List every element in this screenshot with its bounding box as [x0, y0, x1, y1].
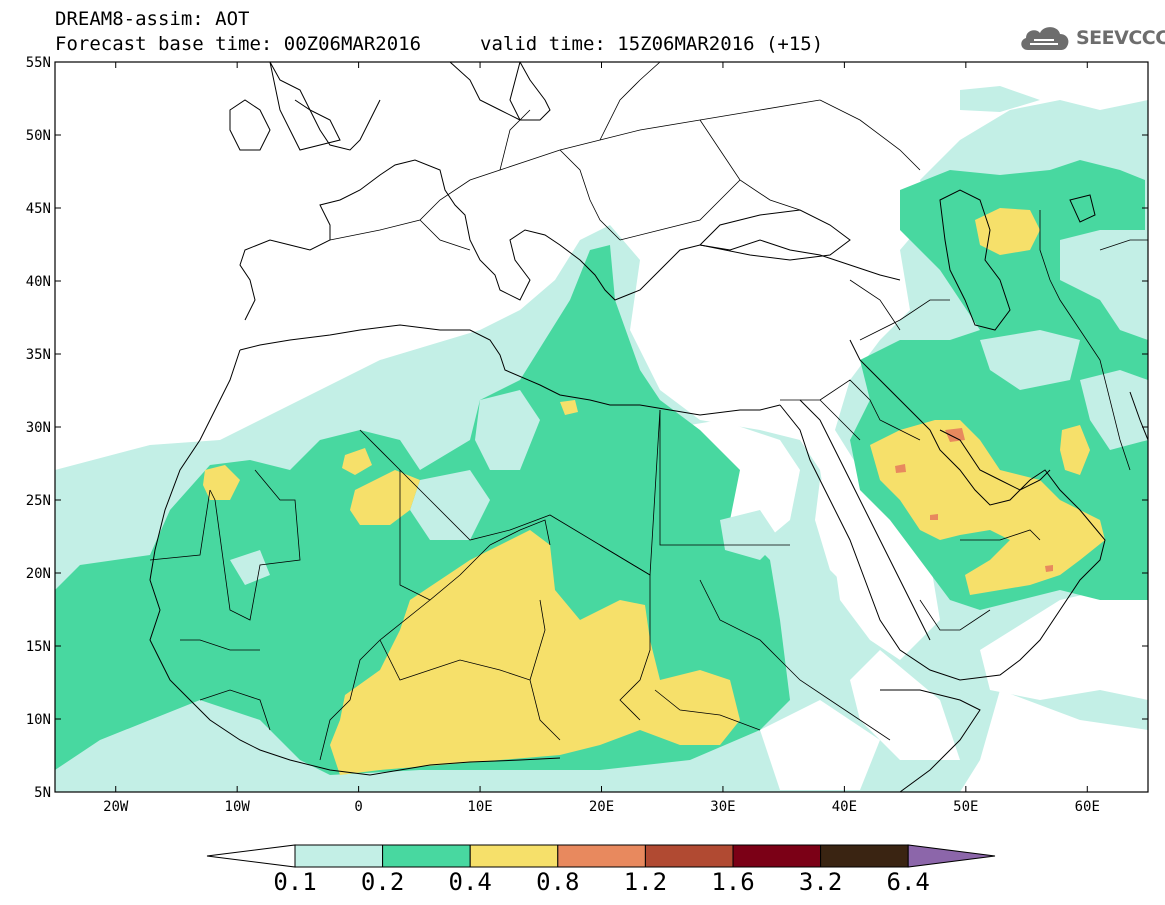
lon-tick-label: 50E [953, 799, 978, 815]
colorbar-swatch [820, 844, 909, 868]
colorbar-swatch [732, 844, 822, 868]
colorbar-swatch [382, 844, 471, 868]
latitude-axis: 55N 50N 45N 40N 35N 30N 25N 20N 15N 10N 5N [26, 55, 1148, 801]
valid-time: valid time: 15Z06MAR2016 (+15) [480, 33, 824, 55]
logo-text: SEEVCCC [1076, 27, 1165, 49]
colorbar-level-label: 0.4 [448, 868, 492, 896]
colorbar-level-label: 3.2 [798, 868, 843, 896]
lon-tick-label: 30E [710, 799, 735, 815]
map-title: DREAM8-assim: AOT [55, 8, 250, 30]
longitude-axis: 20W 10W 0 10E 20E 30E 40E 50E 60E [103, 62, 1100, 815]
lon-tick-label: 10E [467, 799, 492, 815]
lon-tick-label: 40E [832, 799, 857, 815]
lon-tick-label: 60E [1075, 799, 1100, 815]
lon-tick-label: 0 [354, 799, 362, 815]
lat-tick-label: 10N [26, 712, 51, 728]
lat-tick-label: 40N [26, 274, 51, 290]
lat-tick-label: 30N [26, 420, 51, 436]
colorbar-level-label: 0.8 [536, 868, 580, 896]
colorbar-level-label: 6.4 [886, 868, 930, 896]
colorbar-level-label: 1.2 [623, 868, 668, 896]
cloud-icon [1021, 27, 1069, 50]
colorbar-level-label: 0.1 [273, 868, 317, 896]
lon-tick-label: 20E [589, 799, 614, 815]
aot-level-0-8 [895, 428, 1053, 572]
colorbar-swatch [557, 844, 646, 868]
lat-tick-label: 55N [26, 55, 51, 71]
lat-tick-label: 20N [26, 566, 51, 582]
seevccc-logo: SEEVCCC [1018, 22, 1165, 54]
country-borders [149, 62, 1148, 761]
aot-shading [55, 86, 1148, 792]
lon-tick-label: 10W [225, 799, 251, 815]
lat-tick-label: 15N [26, 639, 51, 655]
lat-tick-label: 35N [26, 347, 51, 363]
aot-level-0-1-inner [230, 330, 1148, 585]
lat-tick-label: 45N [26, 201, 51, 217]
colorbar-swatch [469, 844, 559, 868]
colorbar-max-triangle [907, 844, 996, 868]
lat-tick-label: 5N [34, 785, 51, 801]
colorbar-swatch [644, 844, 734, 868]
forecast-base-time: Forecast base time: 00Z06MAR2016 [55, 33, 422, 55]
colorbar-level-label: 1.6 [711, 868, 755, 896]
colorbar-min-triangle [206, 844, 296, 868]
colorbar-level-label: 0.2 [360, 868, 405, 896]
aot-level-0-4 [203, 208, 1105, 775]
colorbar [206, 844, 996, 868]
lon-tick-label: 20W [103, 799, 129, 815]
colorbar-swatch [294, 844, 384, 868]
lat-tick-label: 25N [26, 493, 51, 509]
coastlines [149, 62, 1148, 792]
lat-tick-label: 50N [26, 128, 51, 144]
